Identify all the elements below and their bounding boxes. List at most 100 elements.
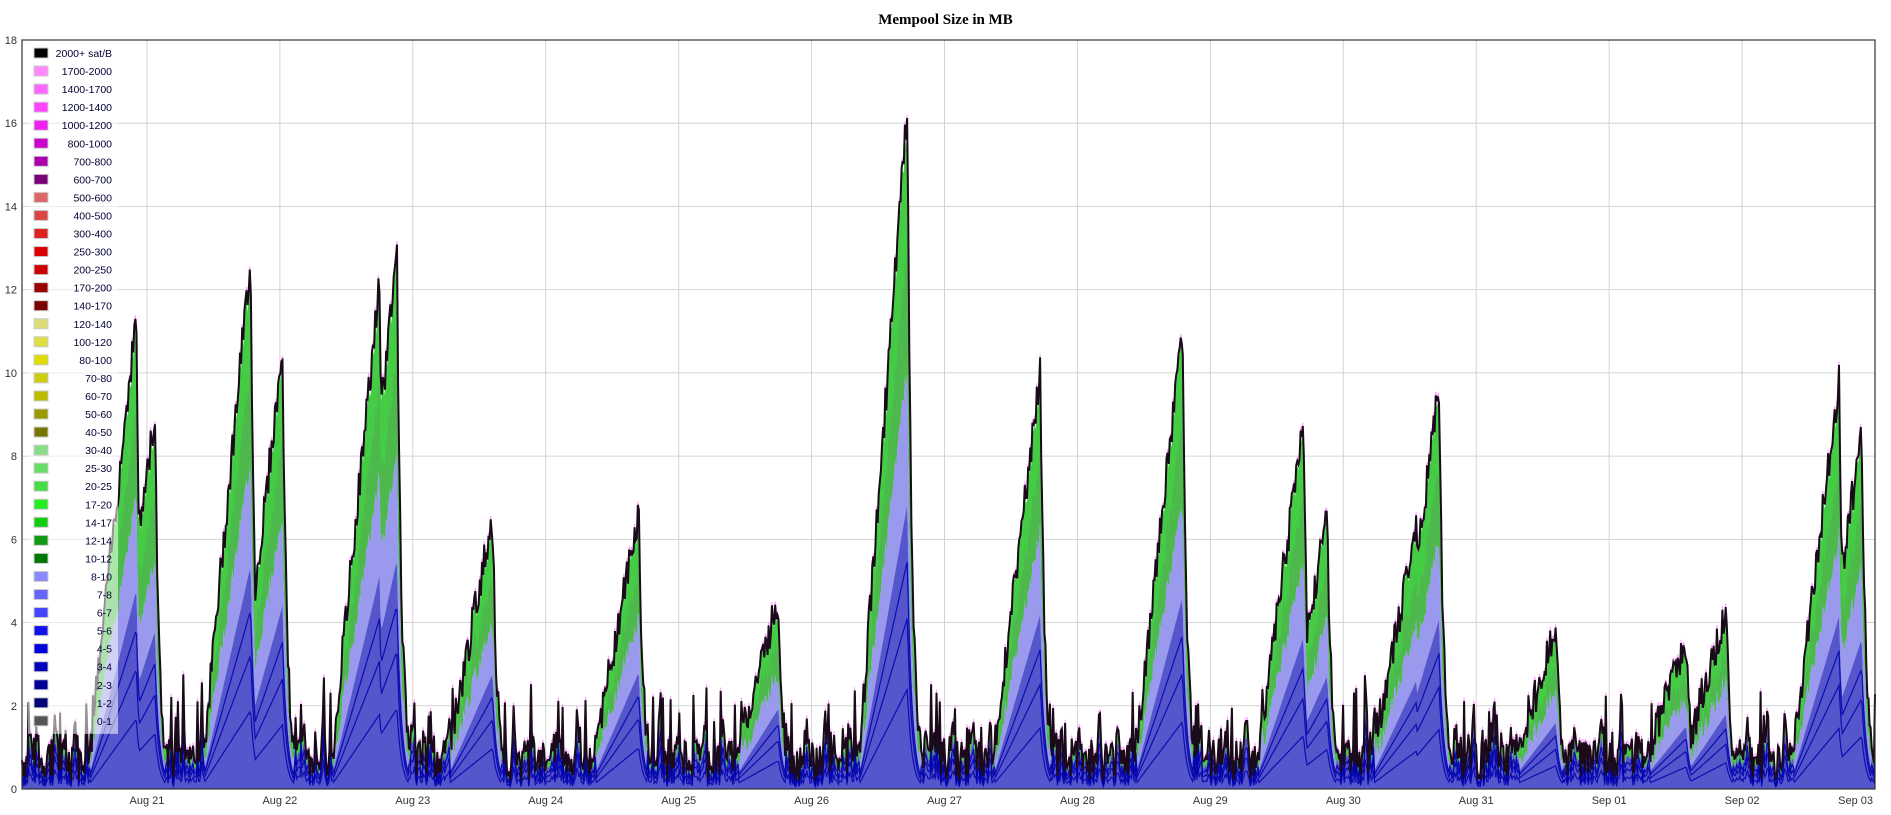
legend-label: 80-100 bbox=[79, 355, 112, 367]
y-tick-label: 14 bbox=[5, 201, 17, 213]
legend-label: 500-600 bbox=[73, 192, 112, 204]
legend-swatch bbox=[33, 408, 49, 420]
x-tick-label: Aug 22 bbox=[262, 795, 297, 807]
legend-swatch bbox=[33, 498, 49, 510]
legend-label: 40-50 bbox=[85, 427, 112, 439]
x-tick-label: Aug 29 bbox=[1193, 795, 1228, 807]
legend-label: 8-10 bbox=[91, 571, 112, 583]
legend-label: 2-3 bbox=[97, 680, 112, 692]
legend-label: 20-25 bbox=[85, 481, 112, 493]
legend-label: 70-80 bbox=[85, 373, 112, 385]
x-tick-label: Aug 30 bbox=[1326, 795, 1361, 807]
legend-swatch bbox=[33, 589, 49, 600]
legend-swatch bbox=[33, 300, 49, 312]
legend-swatch bbox=[33, 444, 49, 456]
x-tick-label: Aug 28 bbox=[1060, 795, 1095, 807]
legend-label: 600-700 bbox=[73, 174, 112, 186]
legend-label: 5-6 bbox=[97, 626, 112, 638]
legend-swatch bbox=[33, 228, 49, 239]
legend-label: 140-170 bbox=[73, 301, 112, 313]
legend-swatch bbox=[33, 191, 49, 203]
total-size-line bbox=[21, 117, 1876, 781]
x-tick-label: Aug 26 bbox=[794, 795, 829, 807]
legend-swatch bbox=[33, 661, 49, 673]
legend-swatch bbox=[33, 462, 49, 474]
legend-swatch bbox=[33, 480, 49, 492]
legend-swatch bbox=[33, 101, 49, 113]
x-tick-label: Sep 01 bbox=[1592, 795, 1627, 807]
legend-swatch bbox=[33, 679, 49, 691]
legend-swatch bbox=[33, 119, 49, 131]
legend-label: 25-30 bbox=[85, 463, 112, 475]
legend-label: 3-4 bbox=[97, 662, 112, 674]
y-tick-label: 2 bbox=[11, 701, 17, 713]
x-tick-label: Aug 24 bbox=[528, 795, 563, 807]
legend-swatch bbox=[33, 534, 49, 546]
legend-swatch bbox=[33, 47, 49, 59]
y-tick-label: 8 bbox=[11, 451, 17, 463]
legend-swatch bbox=[33, 173, 49, 185]
top-edge-highlight bbox=[21, 114, 1876, 778]
light-blue-fee-band bbox=[22, 373, 1875, 783]
x-tick-label: Aug 25 bbox=[661, 795, 696, 807]
legend-label: 800-1000 bbox=[68, 138, 113, 150]
legend-label: 10-12 bbox=[85, 553, 112, 565]
legend-label: 2000+ sat/B bbox=[56, 48, 112, 60]
legend-swatch bbox=[33, 354, 49, 366]
green-fee-band bbox=[22, 128, 1875, 783]
legend-swatch bbox=[33, 282, 49, 294]
legend-swatch bbox=[33, 625, 49, 637]
legend-label: 100-120 bbox=[73, 337, 112, 349]
x-tick-label: Aug 23 bbox=[395, 795, 430, 807]
legend-label: 1400-1700 bbox=[62, 84, 112, 96]
legend-swatch bbox=[33, 607, 49, 619]
legend-label: 1200-1400 bbox=[62, 102, 112, 114]
x-tick-label: Sep 02 bbox=[1725, 795, 1760, 807]
legend-label: 50-60 bbox=[85, 409, 112, 421]
legend-swatch bbox=[33, 264, 49, 276]
chart-title: Mempool Size in MB bbox=[878, 12, 1013, 28]
legend-label: 60-70 bbox=[85, 391, 112, 403]
x-tick-label: Aug 27 bbox=[927, 795, 962, 807]
legend-label: 17-20 bbox=[85, 499, 112, 511]
legend-label: 1000-1200 bbox=[62, 120, 112, 132]
legend: 2000+ sat/B 1700-2000 1400-1700 1200-1400 10… bbox=[28, 44, 118, 734]
grid-lines bbox=[22, 39, 1876, 790]
x-tick-label: Aug 21 bbox=[130, 795, 165, 807]
y-tick-label: 4 bbox=[11, 618, 17, 630]
legend-swatch bbox=[33, 426, 49, 438]
y-tick-label: 10 bbox=[5, 368, 17, 380]
legend-swatch bbox=[33, 570, 49, 582]
legend-label: 14-17 bbox=[85, 517, 112, 529]
legend-label: 200-250 bbox=[73, 265, 112, 277]
legend-swatch bbox=[33, 336, 49, 348]
y-tick-label: 16 bbox=[5, 118, 17, 130]
legend-swatch bbox=[33, 209, 49, 221]
dark-green-fee-band bbox=[22, 252, 1875, 783]
stacked-areas bbox=[21, 114, 1876, 789]
plot-border bbox=[21, 39, 1876, 790]
x-tick-label: Aug 31 bbox=[1459, 795, 1494, 807]
legend-label: 700-800 bbox=[73, 156, 112, 168]
legend-swatch bbox=[33, 65, 49, 77]
legend-swatch bbox=[33, 318, 49, 330]
legend-swatch bbox=[33, 516, 49, 528]
y-tick-label: 12 bbox=[5, 285, 17, 297]
blue-base-fee-band bbox=[22, 505, 1875, 789]
legend-label: 12-14 bbox=[85, 535, 112, 547]
legend-label: 6-7 bbox=[97, 608, 112, 620]
legend-swatch bbox=[33, 697, 49, 709]
legend-label: 300-400 bbox=[73, 229, 112, 241]
legend-label: 4-5 bbox=[97, 644, 112, 656]
y-tick-label: 18 bbox=[5, 35, 17, 47]
legend-label: 250-300 bbox=[73, 247, 112, 259]
axes: 0 2 4 6 8 10 12 14 16 18 Aug 21 Aug 22 Aug 23 Aug 24 A… bbox=[5, 35, 1876, 807]
legend-label: 120-140 bbox=[73, 319, 112, 331]
y-tick-label: 0 bbox=[11, 784, 17, 796]
legend-label: 1-2 bbox=[97, 698, 112, 710]
legend-label: 1700-2000 bbox=[62, 66, 112, 78]
y-tick-label: 6 bbox=[11, 534, 17, 546]
legend-swatch bbox=[33, 715, 49, 727]
legend-swatch bbox=[33, 155, 49, 167]
